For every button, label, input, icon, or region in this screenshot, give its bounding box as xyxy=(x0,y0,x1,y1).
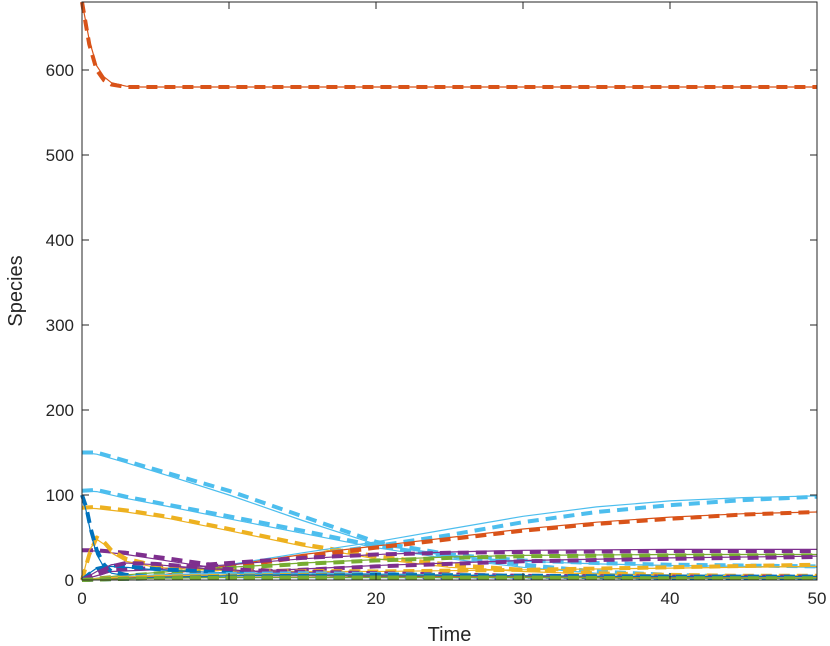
series-layer xyxy=(80,1,818,582)
y-axis-label: Species xyxy=(5,255,27,326)
x-tick-label: 20 xyxy=(367,589,386,608)
series-8-solid-line xyxy=(81,553,817,581)
series-9-dashed-line xyxy=(81,555,818,582)
series-4-dashed-line xyxy=(81,494,818,582)
series-0-solid-line xyxy=(81,1,817,88)
y-tick-label: 100 xyxy=(46,486,74,505)
series-5-dashed-line xyxy=(81,510,818,582)
y-tick-label: 600 xyxy=(46,61,74,80)
y-tick-label: 300 xyxy=(46,316,74,335)
x-tick-label: 30 xyxy=(514,589,533,608)
x-axis: 0 10 20 30 40 50 xyxy=(77,2,826,608)
series-7-solid-line xyxy=(81,548,817,581)
y-tick-label: 500 xyxy=(46,146,74,165)
x-tick-label: 40 xyxy=(661,589,680,608)
y-tick-label: 200 xyxy=(46,401,74,420)
x-tick-label: 0 xyxy=(77,589,86,608)
y-tick-label: 400 xyxy=(46,231,74,250)
axes-box xyxy=(81,1,818,581)
series-18-solid-line xyxy=(81,576,817,581)
x-tick-label: 10 xyxy=(220,589,239,608)
x-axis-label: Time xyxy=(428,624,472,646)
series-8-dashed-line xyxy=(81,553,817,582)
x-tick-label: 50 xyxy=(808,589,827,608)
y-axis: 0 100 200 300 400 500 600 xyxy=(46,61,817,590)
y-tick-label: 0 xyxy=(65,571,74,590)
